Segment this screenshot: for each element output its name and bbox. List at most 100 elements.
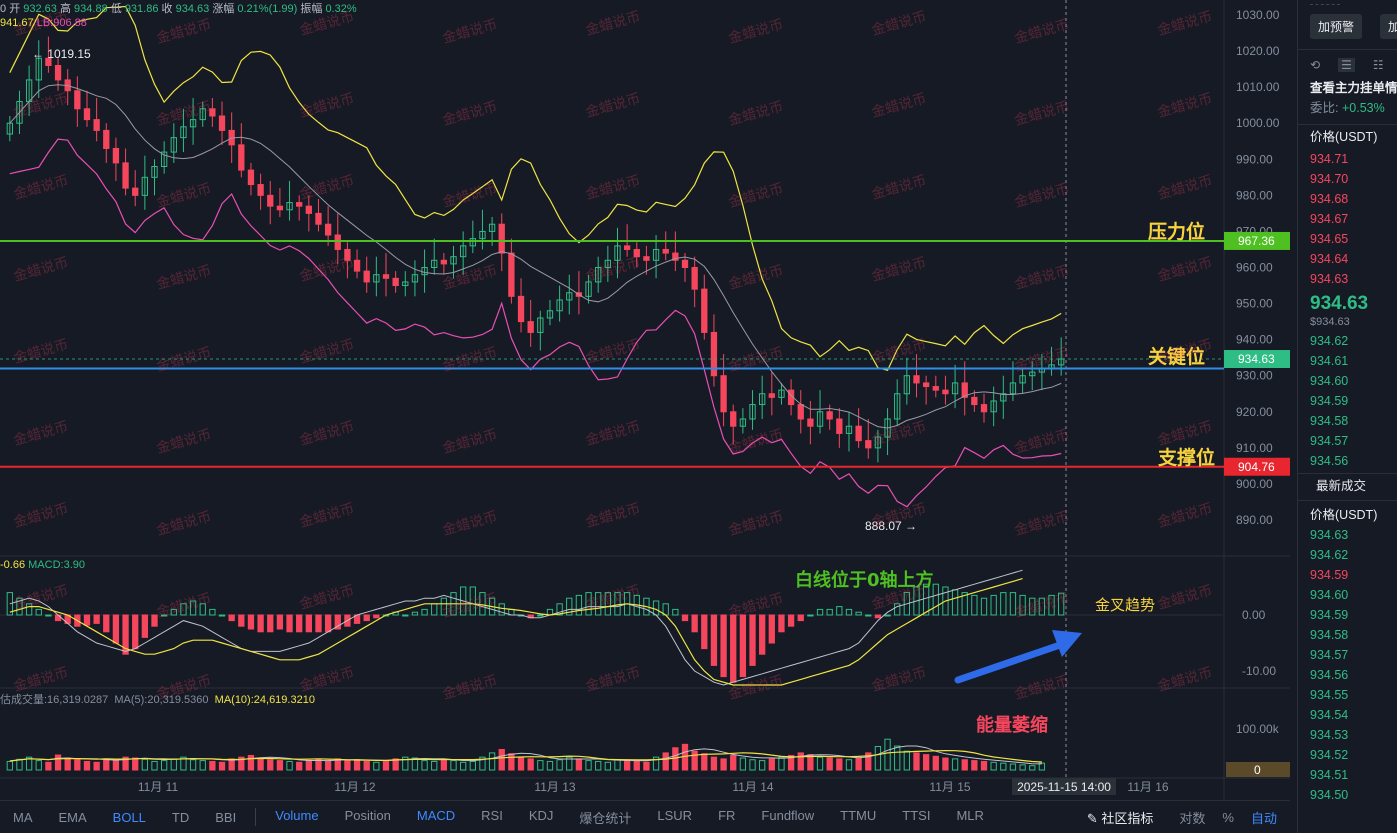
bid-price-row[interactable]: 934.56 bbox=[1310, 454, 1349, 468]
ask-price-row[interactable]: 934.65 bbox=[1310, 232, 1349, 246]
watermark: 金蜡说币 bbox=[12, 583, 70, 613]
volume-bar bbox=[951, 758, 959, 771]
percent-toggle[interactable]: % bbox=[1222, 809, 1234, 825]
chart-svg[interactable]: 1030.00 1020.00 1010.00 1000.00 990.00 980.00… bbox=[0, 0, 1290, 800]
price-tick-label: 910.00 bbox=[1236, 441, 1273, 455]
volume-bar bbox=[884, 738, 891, 771]
candle-body bbox=[16, 101, 23, 124]
volume-ma5-line bbox=[9, 745, 1042, 765]
watermark: 金蜡说币 bbox=[870, 255, 928, 285]
tab-boll[interactable]: BOLL bbox=[112, 809, 146, 825]
auto-toggle[interactable]: 自动 bbox=[1250, 810, 1277, 826]
bid-ask-ratio: 委比: +0.53% bbox=[1310, 101, 1385, 115]
orderbook-title[interactable]: 查看主力挂单情 bbox=[1310, 81, 1397, 95]
candle-body bbox=[498, 223, 505, 254]
trade-row: 934.60 bbox=[1310, 588, 1349, 602]
price-tag-label: 904.76 bbox=[1238, 460, 1275, 474]
macd-histogram-bar bbox=[122, 614, 129, 655]
candle-body bbox=[604, 259, 611, 268]
tab-position[interactable]: Position bbox=[344, 807, 391, 823]
macd-histogram-bar bbox=[739, 614, 747, 678]
price-tick-label: 920.00 bbox=[1236, 405, 1273, 419]
trade-row: 934.56 bbox=[1310, 668, 1349, 682]
candle-body bbox=[151, 166, 158, 178]
volume-bar bbox=[141, 758, 149, 771]
tab-爆仓统计[interactable]: 爆仓统计 bbox=[579, 810, 632, 826]
watermark: 金蜡说币 bbox=[727, 99, 785, 129]
macd-histogram-bar bbox=[701, 614, 708, 650]
trend-arrow-head bbox=[1052, 630, 1082, 657]
ask-price-row[interactable]: 934.63 bbox=[1310, 272, 1349, 286]
watermark: 金蜡说币 bbox=[727, 17, 785, 47]
macd-histogram-bar bbox=[228, 614, 235, 622]
watermark: 金蜡说币 bbox=[584, 173, 642, 203]
log-toggle[interactable]: 对数 bbox=[1179, 810, 1206, 826]
watermark: 金蜡说币 bbox=[155, 591, 213, 621]
resistance-annotation: 压力位 bbox=[1148, 220, 1205, 243]
macd-histogram-bar bbox=[257, 614, 264, 633]
candle-body bbox=[247, 169, 255, 186]
trade-row: 934.55 bbox=[1310, 688, 1349, 702]
community-indicator-button[interactable]: ✎ 社区指标 bbox=[1086, 810, 1154, 826]
candle-body bbox=[643, 256, 650, 261]
macd-histogram-bar bbox=[180, 603, 187, 616]
candle-body bbox=[450, 256, 457, 265]
tab-fr[interactable]: FR bbox=[718, 807, 736, 823]
volume-bar bbox=[122, 756, 129, 771]
layout-icon-1[interactable]: ⟲ bbox=[1310, 58, 1321, 72]
tab-ttsi[interactable]: TTSI bbox=[902, 807, 931, 823]
macd-histogram-bar bbox=[913, 586, 920, 616]
price-tick-label: 930.00 bbox=[1236, 369, 1273, 383]
tab-td[interactable]: TD bbox=[171, 809, 190, 825]
watermark: 金蜡说币 bbox=[155, 263, 213, 293]
tab-volume[interactable]: Volume bbox=[275, 807, 319, 823]
volume-bar bbox=[662, 752, 669, 771]
macd-histogram-bar bbox=[151, 614, 158, 627]
candle-body bbox=[980, 404, 988, 413]
white-line-annotation: 白线位于0轴上方 bbox=[795, 569, 934, 591]
ask-price-row[interactable]: 934.67 bbox=[1310, 212, 1349, 226]
tab-ttmu[interactable]: TTMU bbox=[840, 807, 877, 823]
volume-bar bbox=[894, 745, 901, 771]
chart-area[interactable]: 1030.00 1020.00 1010.00 1000.00 990.00 980.00… bbox=[0, 0, 1290, 800]
watermark: 金蜡说币 bbox=[1156, 419, 1214, 449]
ask-price-row[interactable]: 934.70 bbox=[1310, 172, 1349, 186]
ask-price-row[interactable]: 934.71 bbox=[1310, 152, 1349, 166]
bid-price-row[interactable]: 934.58 bbox=[1310, 414, 1349, 428]
tab-fundflow[interactable]: Fundflow bbox=[761, 807, 815, 823]
trades-title[interactable]: 最新成交 bbox=[1316, 479, 1367, 493]
bid-price-row[interactable]: 934.61 bbox=[1310, 354, 1349, 368]
bid-price-row[interactable]: 934.59 bbox=[1310, 394, 1349, 408]
tab-lsur[interactable]: LSUR bbox=[657, 807, 693, 823]
watermark: 金蜡说币 bbox=[1156, 583, 1214, 613]
bid-price-row[interactable]: 934.62 bbox=[1310, 334, 1349, 348]
layout-icon-3[interactable]: ☷ bbox=[1372, 58, 1384, 72]
tab-ema[interactable]: EMA bbox=[58, 809, 87, 825]
ask-price-row[interactable]: 934.64 bbox=[1310, 252, 1349, 266]
watermark: 金蜡说币 bbox=[441, 345, 499, 375]
tab-macd[interactable]: MACD bbox=[416, 807, 456, 823]
tab-rsi[interactable]: RSI bbox=[481, 807, 503, 823]
tab-mlr[interactable]: MLR bbox=[956, 807, 984, 823]
volume-bar bbox=[363, 760, 370, 771]
layout-icon-2[interactable]: ☰ bbox=[1338, 58, 1355, 72]
macd-histogram-bar bbox=[276, 614, 284, 630]
bid-price-row[interactable]: 934.57 bbox=[1310, 434, 1349, 448]
add-alert-button[interactable]: 加预警 bbox=[1310, 14, 1363, 39]
volume-bar bbox=[180, 756, 187, 771]
tab-kdj[interactable]: KDJ bbox=[528, 807, 554, 823]
tab-ma[interactable]: MA bbox=[13, 809, 33, 825]
volume-bar bbox=[460, 761, 467, 771]
add-button[interactable]: 加 bbox=[1380, 14, 1397, 39]
tab-bbi[interactable]: BBI bbox=[215, 809, 237, 825]
edit-icon: ✎ bbox=[1086, 810, 1098, 826]
volume-bar bbox=[508, 753, 515, 771]
bid-price-row[interactable]: 934.60 bbox=[1310, 374, 1349, 388]
candle-body bbox=[836, 418, 843, 434]
volume-bar bbox=[228, 758, 235, 771]
candle-body bbox=[160, 151, 168, 167]
last-price-usd: $934.63 bbox=[1310, 316, 1350, 328]
ask-price-row[interactable]: 934.68 bbox=[1310, 192, 1349, 206]
volume-bar bbox=[980, 760, 988, 771]
candle-body bbox=[855, 425, 862, 442]
